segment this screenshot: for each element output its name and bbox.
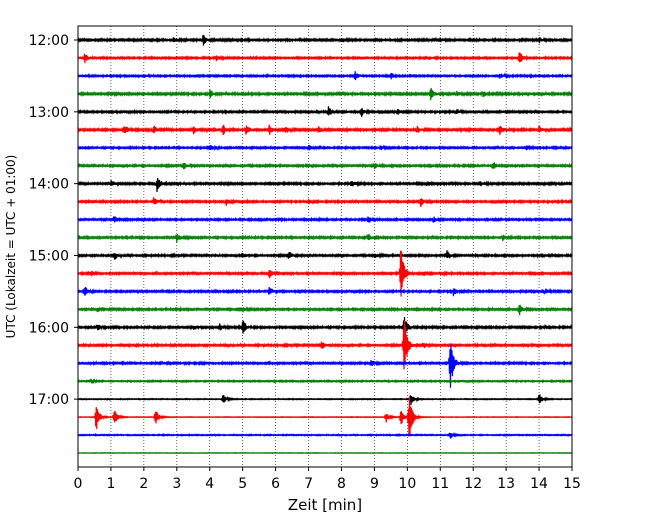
trace-1715 bbox=[77, 396, 573, 436]
y-axis-label: UTC (Lokalzeit = UTC + 01:00) bbox=[4, 155, 18, 339]
trace-1545 bbox=[77, 304, 573, 316]
x-tick-label-6: 6 bbox=[271, 476, 280, 492]
trace-1315 bbox=[77, 124, 573, 135]
trace-1530 bbox=[77, 287, 573, 297]
trace-1430 bbox=[77, 216, 573, 223]
trace-1615 bbox=[77, 320, 573, 370]
trace-1230 bbox=[77, 71, 573, 81]
seismic-traces bbox=[77, 34, 573, 455]
trace-1215 bbox=[77, 52, 573, 64]
x-tick-label-8: 8 bbox=[337, 476, 346, 492]
x-tick-label-11: 11 bbox=[431, 476, 449, 492]
trace-1400 bbox=[77, 177, 573, 192]
trace-1345 bbox=[77, 162, 573, 170]
y-axis-ticks: 12:00 13:00 14:00 15:00 16:00 17:00 bbox=[29, 33, 78, 408]
y-tick-label-1200: 12:00 bbox=[29, 33, 69, 49]
x-tick-label-14: 14 bbox=[530, 476, 548, 492]
trace-1515 bbox=[77, 250, 573, 297]
x-tick-label-12: 12 bbox=[464, 476, 482, 492]
y-tick-label-1300: 13:00 bbox=[29, 105, 69, 121]
y-tick-label-1700: 17:00 bbox=[29, 392, 69, 408]
x-tick-label-4: 4 bbox=[205, 476, 214, 492]
plot-frame bbox=[77, 25, 573, 468]
x-axis-label: Zeit [min] bbox=[288, 496, 362, 514]
trace-1700 bbox=[77, 394, 573, 406]
x-tick-label-2: 2 bbox=[139, 476, 148, 492]
x-axis-ticks: 0 1 2 3 4 5 6 7 8 9 10 11 12 13 14 15 bbox=[74, 467, 581, 492]
trace-1745 bbox=[77, 451, 573, 455]
x-tick-label-15: 15 bbox=[563, 476, 581, 492]
x-tick-label-10: 10 bbox=[398, 476, 416, 492]
x-tick-label-1: 1 bbox=[106, 476, 115, 492]
trace-1500 bbox=[77, 250, 573, 260]
trace-1645 bbox=[77, 377, 573, 385]
x-tick-label-7: 7 bbox=[304, 476, 313, 492]
y-tick-label-1500: 15:00 bbox=[29, 248, 69, 264]
x-tick-label-0: 0 bbox=[74, 476, 83, 492]
x-tick-label-13: 13 bbox=[497, 476, 515, 492]
trace-1245 bbox=[77, 87, 573, 101]
y-tick-label-1400: 14:00 bbox=[29, 177, 69, 193]
y-tick-label-1600: 16:00 bbox=[29, 320, 69, 336]
x-tick-label-3: 3 bbox=[172, 476, 181, 492]
x-tick-label-9: 9 bbox=[370, 476, 379, 492]
trace-1200 bbox=[77, 34, 573, 46]
trace-1630 bbox=[77, 344, 573, 388]
trace-1445 bbox=[77, 234, 573, 243]
trace-1415 bbox=[77, 197, 573, 207]
trace-1600 bbox=[77, 317, 573, 341]
trace-1330 bbox=[77, 144, 573, 152]
x-tick-label-5: 5 bbox=[238, 476, 247, 492]
trace-1300 bbox=[77, 106, 573, 117]
trace-1730 bbox=[77, 431, 573, 439]
